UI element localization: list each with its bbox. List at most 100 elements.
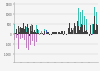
Bar [86, 30, 87, 34]
Bar [28, 28, 29, 34]
Bar [20, 34, 21, 39]
Bar [88, 34, 89, 36]
Bar [27, 24, 28, 34]
Bar [44, 34, 45, 35]
Bar [54, 32, 55, 34]
Bar [30, 26, 31, 34]
Bar [78, 8, 79, 26]
Bar [84, 25, 85, 34]
Bar [90, 32, 91, 34]
Bar [30, 34, 31, 45]
Bar [42, 33, 43, 34]
Bar [36, 33, 37, 34]
Bar [85, 21, 86, 30]
Bar [55, 32, 56, 34]
Bar [18, 34, 19, 49]
Bar [29, 34, 30, 36]
Bar [81, 24, 82, 34]
Bar [70, 32, 71, 34]
Bar [26, 32, 27, 34]
Bar [89, 34, 90, 36]
Bar [22, 28, 23, 34]
Bar [92, 24, 93, 34]
Bar [59, 32, 60, 34]
Bar [94, 16, 95, 34]
Bar [73, 28, 74, 34]
Bar [80, 12, 81, 27]
Bar [14, 33, 15, 34]
Bar [53, 32, 54, 34]
Bar [26, 34, 27, 42]
Bar [14, 24, 15, 33]
Bar [96, 12, 97, 24]
Bar [16, 34, 17, 38]
Bar [87, 32, 88, 34]
Bar [51, 34, 52, 35]
Bar [74, 23, 75, 34]
Bar [32, 34, 33, 41]
Bar [78, 26, 79, 34]
Bar [94, 7, 95, 16]
Bar [21, 27, 22, 34]
Bar [22, 34, 23, 38]
Bar [48, 32, 49, 34]
Bar [36, 34, 37, 42]
Bar [93, 24, 94, 34]
Bar [23, 31, 24, 34]
Bar [96, 24, 97, 34]
Bar [58, 32, 59, 34]
Bar [34, 30, 35, 34]
Bar [18, 26, 19, 34]
Bar [92, 34, 93, 35]
Bar [63, 32, 64, 34]
Bar [38, 30, 39, 33]
Bar [26, 23, 27, 34]
Bar [62, 31, 63, 34]
Bar [91, 34, 92, 35]
Bar [68, 29, 69, 34]
Bar [75, 26, 76, 34]
Bar [82, 24, 83, 34]
Bar [37, 29, 38, 34]
Bar [86, 19, 87, 30]
Bar [95, 30, 96, 34]
Bar [26, 34, 27, 48]
Bar [72, 30, 73, 34]
Bar [71, 28, 72, 34]
Bar [56, 32, 57, 34]
Bar [24, 34, 25, 35]
Bar [20, 27, 21, 34]
Bar [44, 29, 45, 31]
Bar [31, 31, 32, 34]
Bar [82, 10, 83, 24]
Bar [32, 25, 33, 34]
Bar [38, 33, 39, 34]
Bar [61, 31, 62, 34]
Bar [44, 31, 45, 34]
Bar [19, 28, 20, 32]
Bar [15, 33, 16, 34]
Bar [64, 31, 65, 34]
Bar [21, 25, 22, 27]
Bar [77, 21, 78, 34]
Bar [68, 18, 69, 29]
Bar [14, 34, 15, 40]
Bar [79, 30, 80, 34]
Bar [35, 32, 36, 34]
Bar [33, 32, 34, 34]
Bar [40, 33, 41, 34]
Bar [17, 34, 18, 36]
Bar [88, 21, 89, 34]
Bar [19, 32, 20, 34]
Bar [76, 33, 77, 34]
Bar [25, 25, 26, 34]
Bar [84, 16, 85, 25]
Bar [52, 32, 53, 34]
Bar [60, 33, 61, 34]
Bar [31, 24, 32, 31]
Bar [49, 34, 50, 35]
Bar [39, 34, 40, 35]
Bar [85, 30, 86, 34]
Bar [36, 25, 37, 33]
Bar [43, 32, 44, 34]
